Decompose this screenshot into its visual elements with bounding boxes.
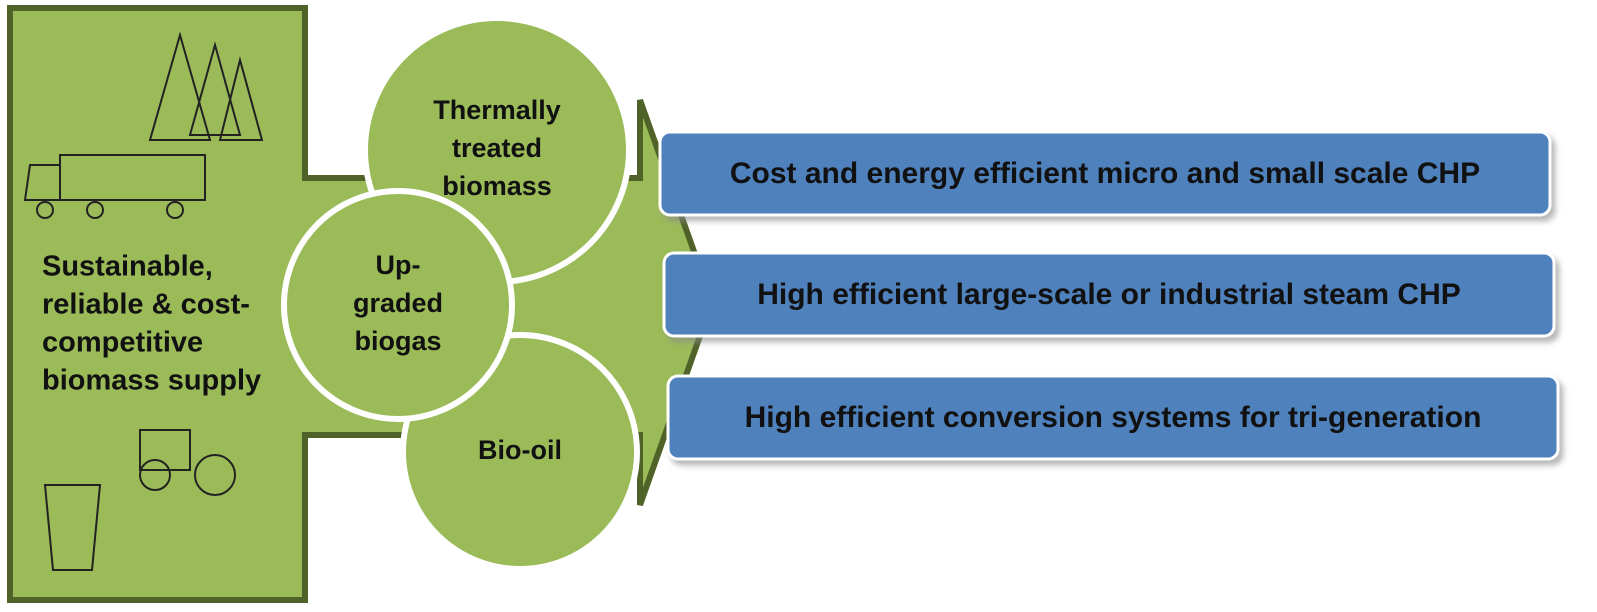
circle-label: Thermally xyxy=(433,95,561,125)
diagram: Sustainable, reliable & cost-competitive b… xyxy=(0,0,1597,612)
output-label: High efficient large-scale or industrial… xyxy=(757,278,1461,311)
source-label: Sustainable, xyxy=(42,251,213,283)
circle-label: Up- xyxy=(376,250,421,280)
circle-label: graded xyxy=(353,288,443,318)
output-label: High efficient conversion systems for tr… xyxy=(745,401,1482,434)
source-label: biomass supply xyxy=(42,365,261,397)
circle-label: biomass xyxy=(442,171,552,201)
output-label: Cost and energy efficient micro and smal… xyxy=(730,157,1480,190)
circle-label: biogas xyxy=(354,326,441,356)
circle-label: Bio-oil xyxy=(478,435,562,465)
circle-label: treated xyxy=(452,133,542,163)
source-label: competitive xyxy=(42,327,203,359)
source-label: reliable & cost- xyxy=(42,289,250,321)
